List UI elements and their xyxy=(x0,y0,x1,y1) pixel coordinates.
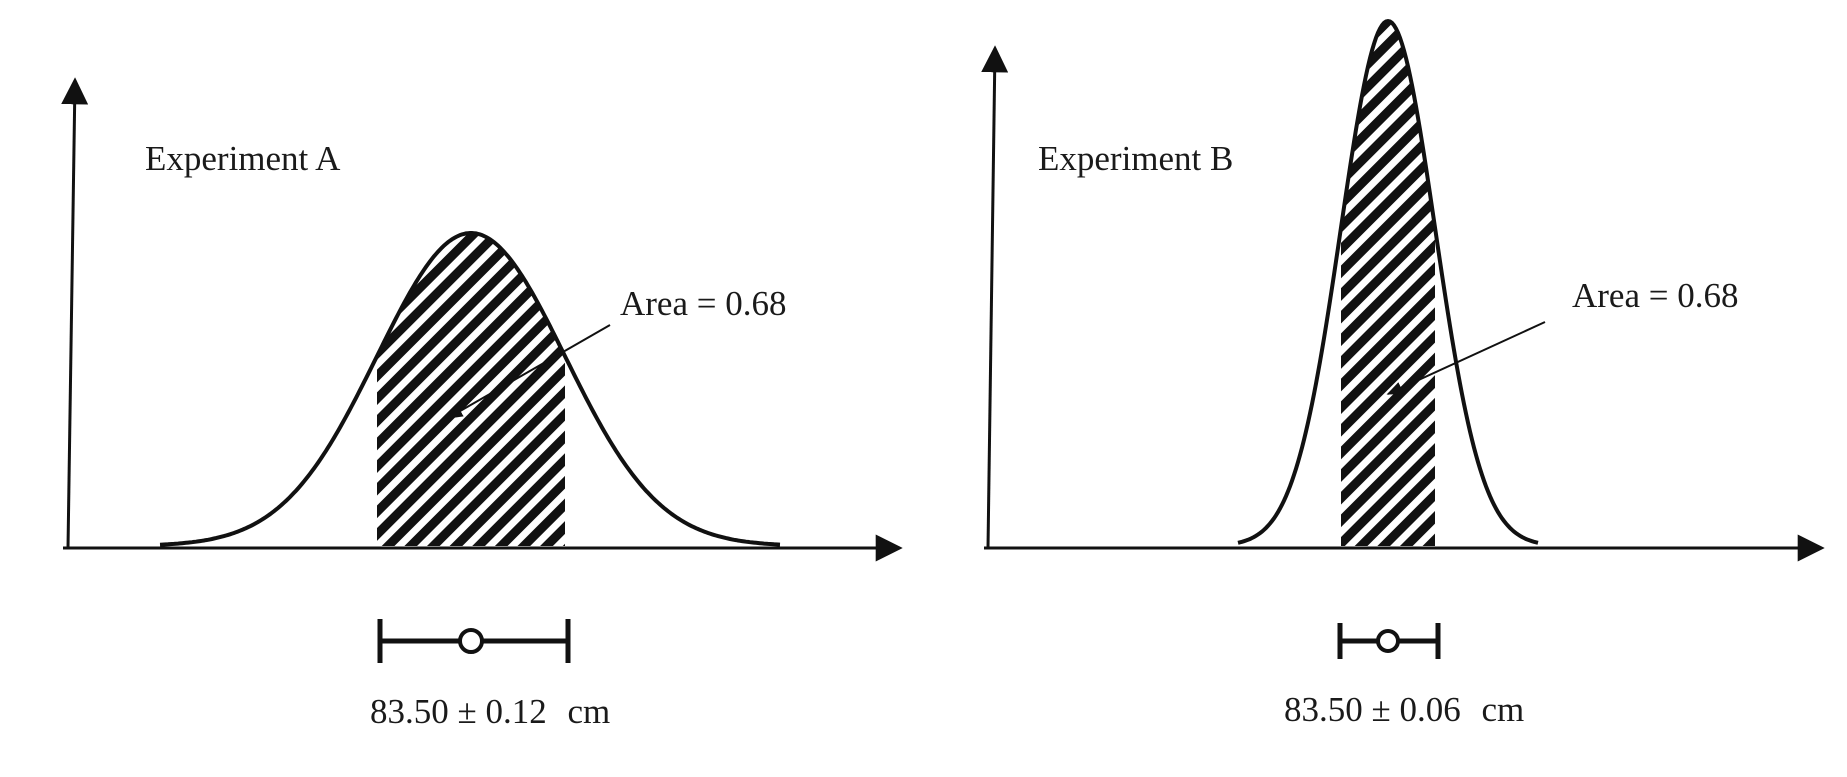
panel-title-b: Experiment B xyxy=(1038,139,1233,178)
area-pointer-arrow-b xyxy=(1386,321,1546,395)
y-axis-a xyxy=(61,77,89,549)
panel-title-a: Experiment A xyxy=(145,139,341,178)
area-pointer-arrow-a xyxy=(446,324,611,419)
error-bar-a xyxy=(377,619,571,663)
panel-experiment-a: Experiment A Area = 0.68 83.50 ± 0.12 cm xyxy=(61,77,903,731)
distribution-curve-a xyxy=(159,231,781,547)
area-label-a: Area = 0.68 xyxy=(620,284,787,323)
measurement-value-b: 83.50 ± 0.06 xyxy=(1284,690,1461,729)
measurement-unit-a: cm xyxy=(567,692,610,731)
mean-marker-a xyxy=(458,628,484,654)
panel-experiment-b: Experiment B Area = 0.68 83.50 ± 0.06 cm xyxy=(981,18,1825,729)
distribution-curve-b xyxy=(1237,18,1539,545)
mean-marker-b xyxy=(1376,629,1400,653)
error-bar-b xyxy=(1337,623,1441,659)
measurement-value-a: 83.50 ± 0.12 xyxy=(370,692,547,731)
area-label-b: Area = 0.68 xyxy=(1572,276,1739,315)
shaded-area-b xyxy=(1341,21,1435,546)
y-axis-b xyxy=(981,45,1009,549)
measurement-text-a: 83.50 ± 0.12 cm xyxy=(370,692,610,731)
measurement-unit-b: cm xyxy=(1481,690,1524,729)
shaded-area-a xyxy=(377,233,565,546)
measurement-text-b: 83.50 ± 0.06 cm xyxy=(1284,690,1524,729)
